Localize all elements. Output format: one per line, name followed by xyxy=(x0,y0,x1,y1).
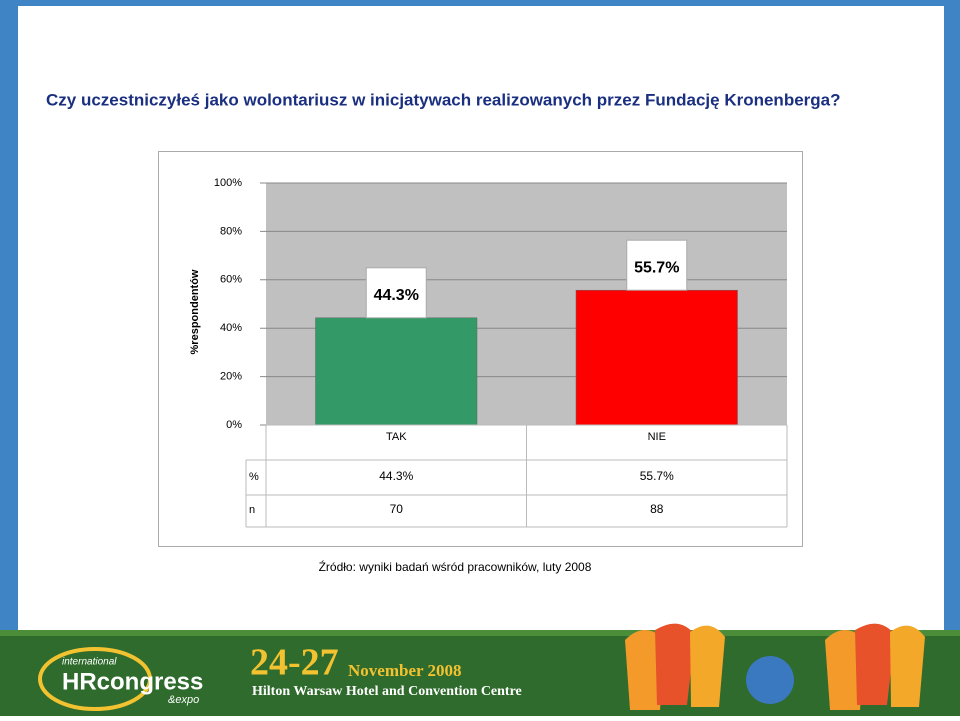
table-cell: 55.7% xyxy=(640,469,674,483)
y-tick-label: 100% xyxy=(214,177,242,189)
faces xyxy=(625,623,925,710)
table-cell: 88 xyxy=(650,502,664,516)
banner-edge xyxy=(0,630,960,636)
banner-brand: HRcongress xyxy=(62,668,203,695)
y-axis-label: %respondentów xyxy=(189,269,201,354)
bar xyxy=(315,317,478,426)
logo-ring xyxy=(38,647,152,711)
table-cell: 44.3% xyxy=(379,469,413,483)
banner xyxy=(0,630,960,716)
y-tick-label: 60% xyxy=(220,274,242,286)
banner-venue: Hilton Warsaw Hotel and Convention Centr… xyxy=(252,684,522,699)
value-label: 44.3% xyxy=(374,287,419,304)
banner-international: international xyxy=(62,657,117,668)
banner-expo: &expo xyxy=(168,694,199,706)
bar xyxy=(575,289,738,426)
table-row-label: % xyxy=(249,471,259,483)
source-note: Źródło: wyniki badań wśród pracowników, … xyxy=(319,559,592,574)
value-label: 55.7% xyxy=(634,259,679,276)
value-label-box xyxy=(365,267,427,319)
table-row-label: n xyxy=(249,504,255,516)
banner-month: November 2008 xyxy=(348,661,461,680)
table-cell: 70 xyxy=(390,502,404,516)
x-tick-label: NIE xyxy=(648,431,666,443)
chart-title: Czy uczestniczyłeś jako wolontariusz w i… xyxy=(46,90,841,109)
x-tick-label: TAK xyxy=(386,431,407,443)
y-tick-label: 40% xyxy=(220,322,242,334)
y-tick-label: 20% xyxy=(220,371,242,383)
y-tick-label: 0% xyxy=(226,419,242,431)
y-tick-label: 80% xyxy=(220,225,242,237)
value-label-box xyxy=(626,239,688,291)
banner-dates: 24-27 xyxy=(250,642,339,684)
